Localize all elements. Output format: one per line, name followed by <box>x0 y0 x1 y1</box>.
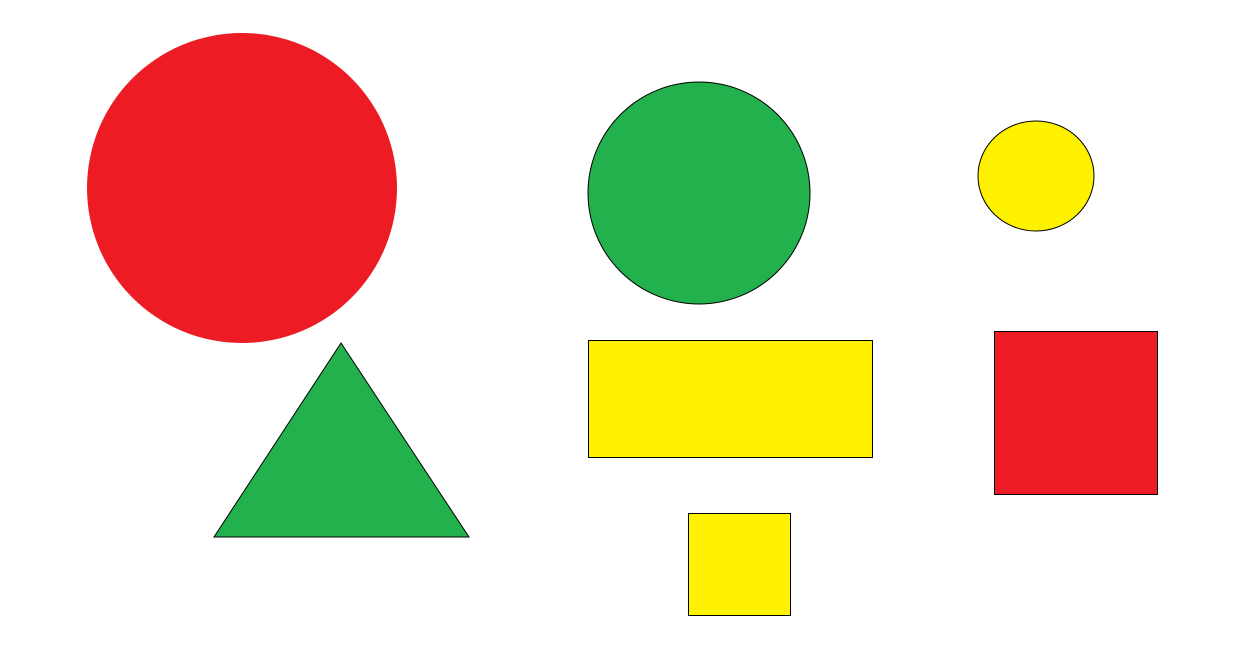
green-triangle <box>213 342 470 538</box>
yellow-rectangle <box>588 340 873 458</box>
large-red-circle <box>87 33 397 343</box>
red-square <box>994 331 1158 495</box>
small-yellow-square <box>688 513 791 616</box>
small-yellow-ellipse <box>977 120 1095 232</box>
green-circle <box>587 81 811 305</box>
